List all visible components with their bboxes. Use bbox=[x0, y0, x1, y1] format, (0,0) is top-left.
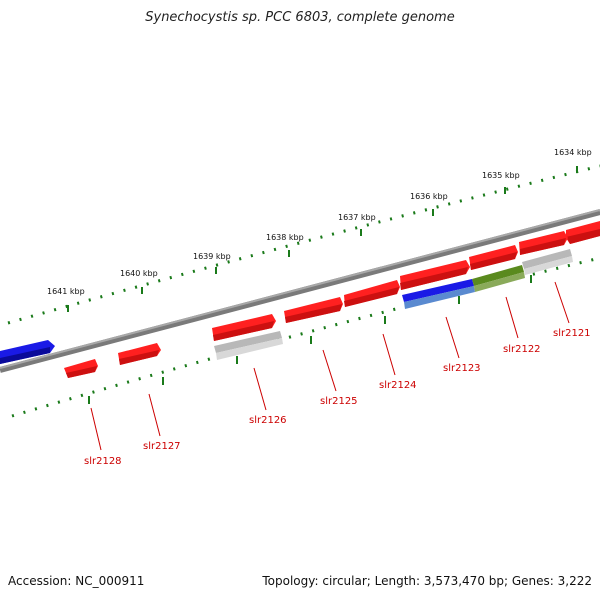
accession-text: Accession: NC_000911 bbox=[8, 574, 145, 588]
gene-label: slr2121 bbox=[553, 328, 591, 339]
tick-label: 1637 kbp bbox=[338, 213, 376, 222]
lower-major-ticks bbox=[88, 275, 532, 404]
gene-arrow-red[interactable] bbox=[64, 359, 98, 378]
tick-label: 1638 kbp bbox=[266, 233, 304, 242]
tick-label: 1634 kbp bbox=[554, 148, 592, 157]
upper-major-ticks bbox=[67, 166, 578, 312]
lower-ruler bbox=[11, 256, 600, 418]
tick-label: 1639 kbp bbox=[193, 252, 231, 261]
gene-label: slr2124 bbox=[379, 380, 417, 391]
feature-gray[interactable] bbox=[214, 331, 283, 360]
feature-gray[interactable] bbox=[522, 249, 573, 275]
gene-arrow-red[interactable] bbox=[284, 297, 343, 323]
gene-arrow-red[interactable] bbox=[344, 280, 400, 307]
gene-arrow-red[interactable] bbox=[118, 343, 161, 365]
gene-label: slr2125 bbox=[320, 396, 358, 407]
tick-label: 1635 kbp bbox=[482, 171, 520, 180]
genome-summary-text: Topology: circular; Length: 3,573,470 bp… bbox=[262, 574, 592, 588]
tick-label: 1636 kbp bbox=[410, 192, 448, 201]
gene-label: slr2128 bbox=[84, 456, 122, 467]
tick-label: 1640 kbp bbox=[120, 269, 158, 278]
gene-label: slr2123 bbox=[443, 363, 481, 374]
feature-green[interactable] bbox=[472, 265, 525, 292]
feature-blue[interactable] bbox=[402, 279, 475, 309]
gene-label: slr2122 bbox=[503, 344, 541, 355]
gene-arrow-blue-left[interactable] bbox=[0, 340, 55, 364]
gene-arrow-red[interactable] bbox=[469, 245, 518, 270]
tick-label: 1641 kbp bbox=[47, 287, 85, 296]
gene-arrow-red[interactable] bbox=[400, 260, 470, 290]
gene-arrow-red[interactable] bbox=[519, 231, 568, 255]
label-leaders bbox=[90, 281, 570, 451]
gene-arrow-red[interactable] bbox=[212, 314, 276, 341]
map-title: Synechocystis sp. PCC 6803, complete gen… bbox=[145, 10, 455, 25]
genome-backbone bbox=[0, 209, 600, 373]
upper-ruler bbox=[7, 164, 600, 325]
gene-label: slr2127 bbox=[143, 441, 181, 452]
gene-arrow-red[interactable] bbox=[566, 221, 600, 244]
gene-label: slr2126 bbox=[249, 415, 287, 426]
